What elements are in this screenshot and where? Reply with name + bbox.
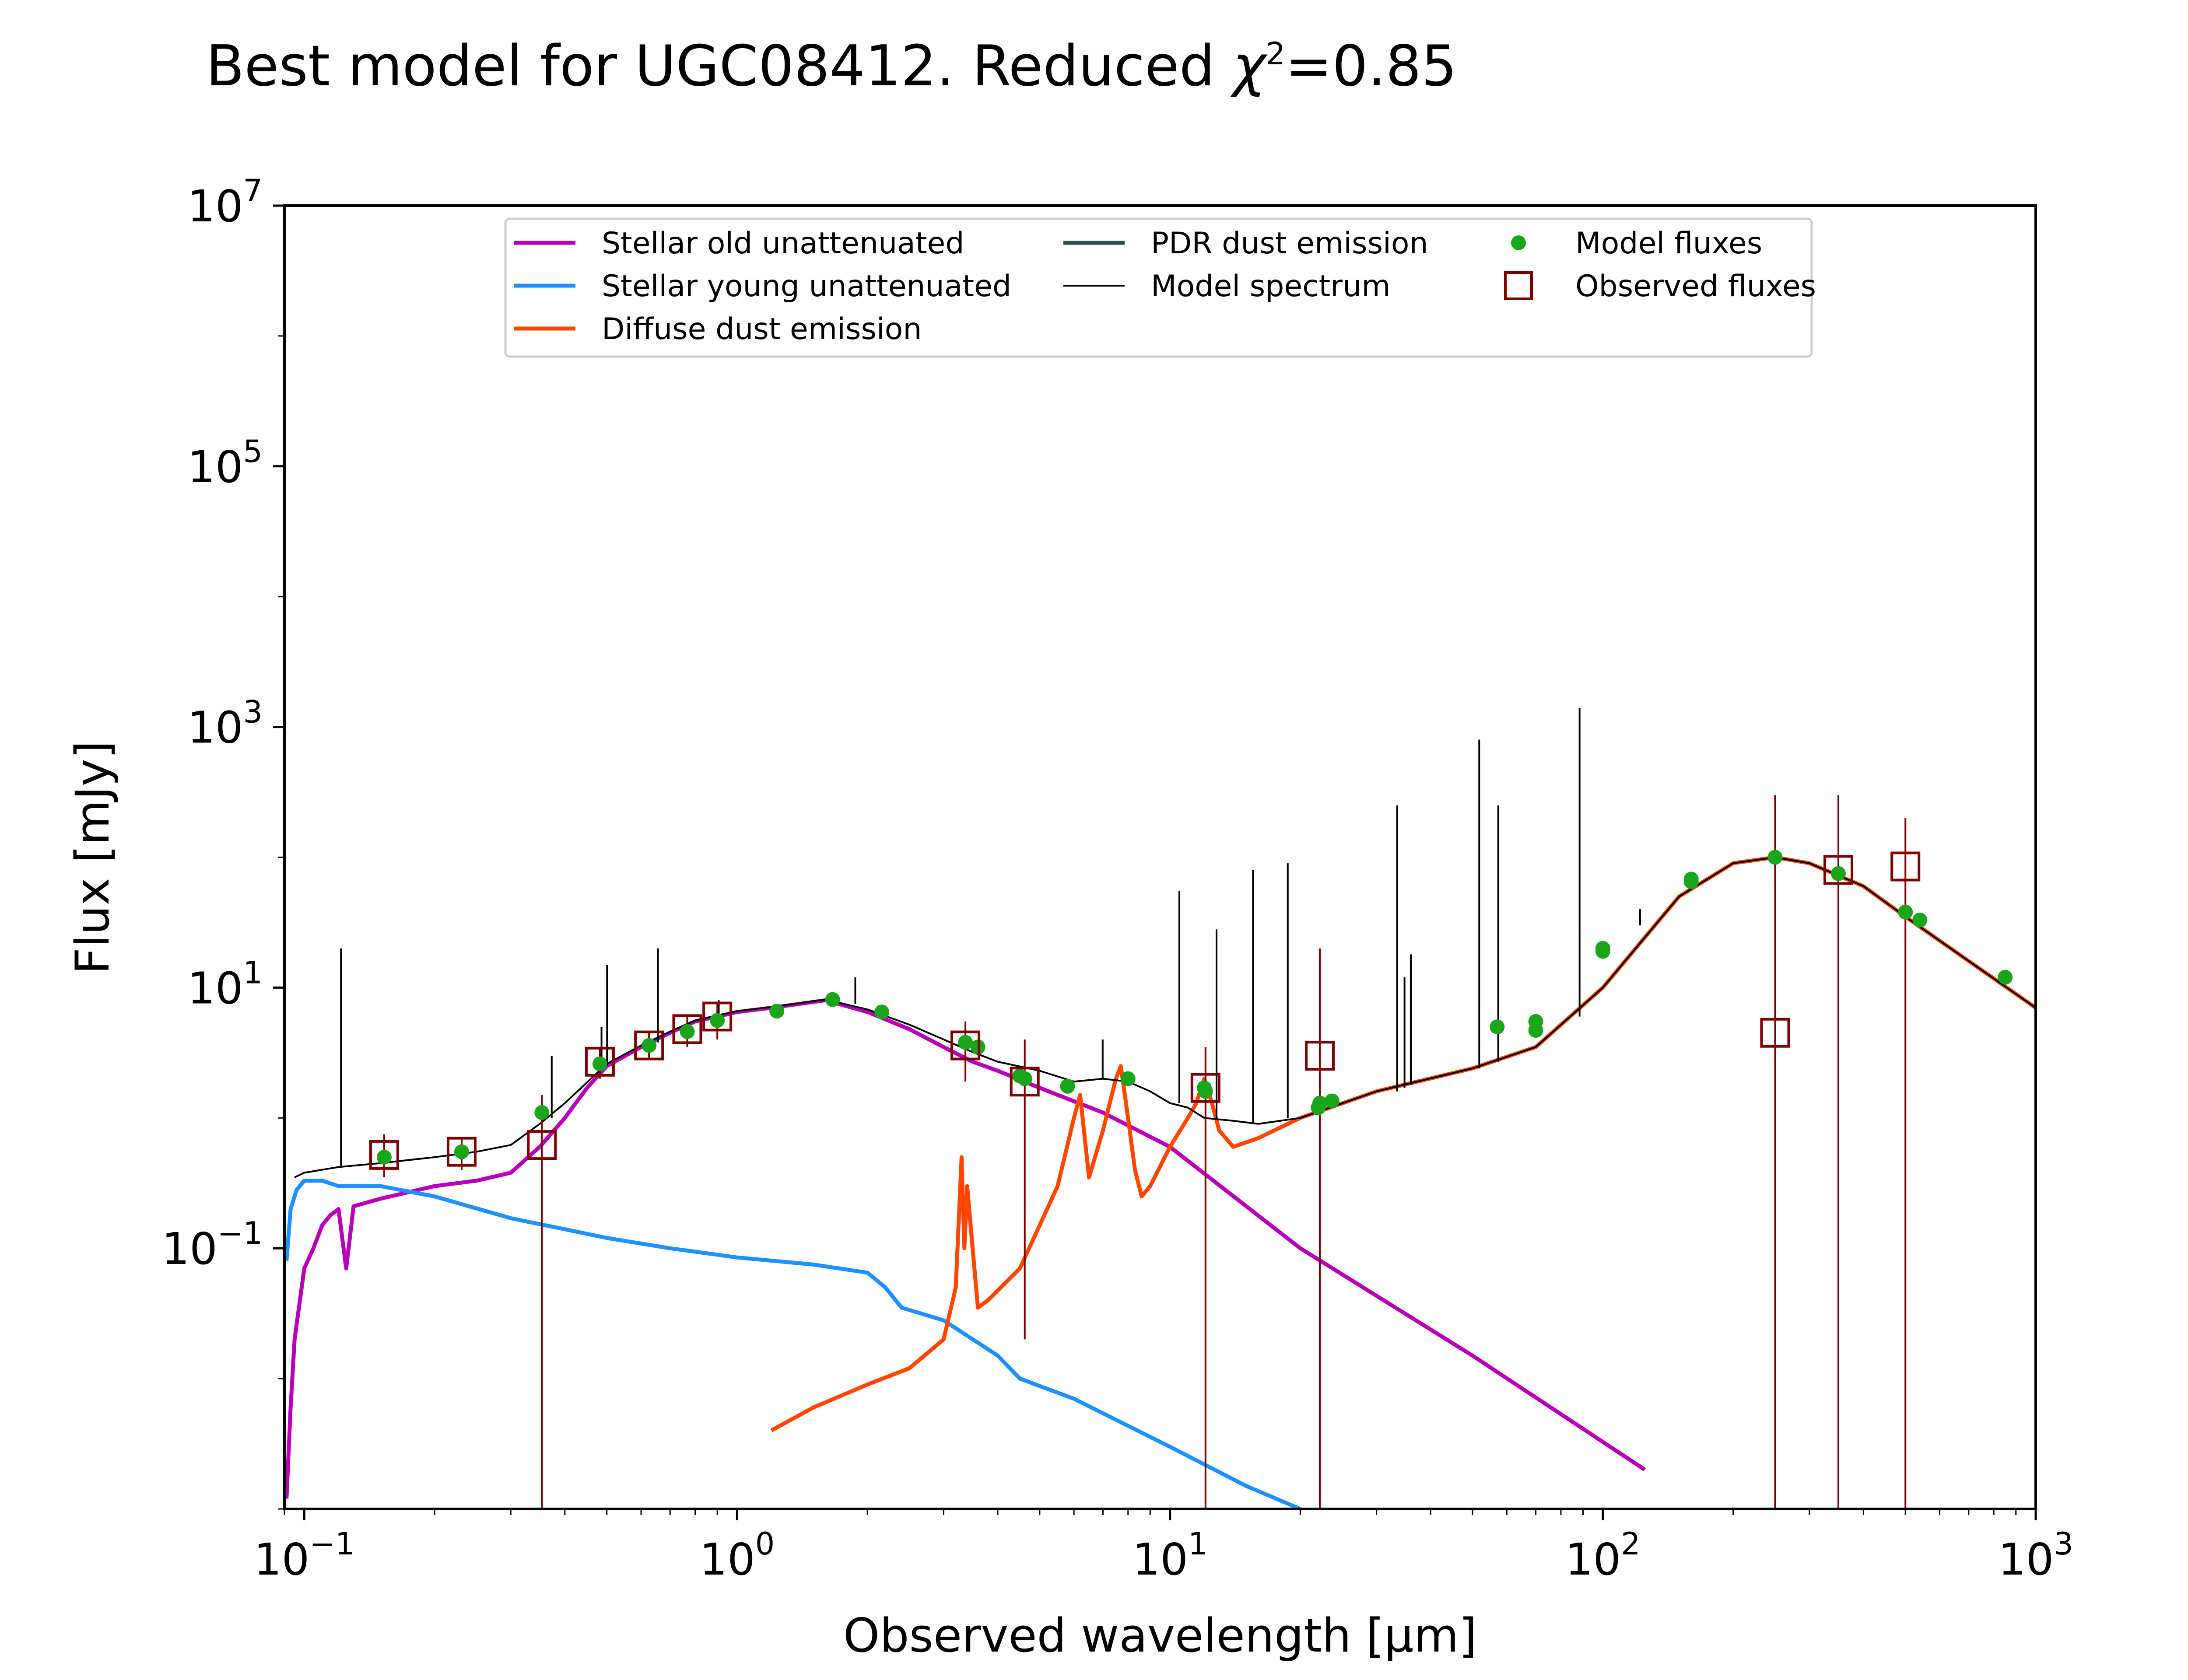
chart-title-chi: χ [1230, 34, 1268, 99]
model-flux-point [1312, 1096, 1328, 1111]
model-flux-point [1898, 904, 1913, 920]
y-tick-label: 101 [187, 955, 263, 1014]
legend: Stellar old unattenuated Stellar young un… [504, 217, 1816, 358]
chart-title: Best model for UGC08412. Reduced χ2=0.85 [206, 34, 1457, 99]
chart-title-sup: 2 [1266, 36, 1286, 72]
legend-label-model-spectrum: Model spectrum [1151, 269, 1391, 304]
model-flux-point [376, 1149, 392, 1165]
model-flux-point [1490, 1019, 1505, 1035]
observed-flux-point [369, 1140, 399, 1170]
observed-flux-point [1890, 851, 1921, 882]
model-flux-point [680, 1024, 695, 1039]
model-flux-point [1120, 1071, 1136, 1086]
model-flux-point [1017, 1071, 1032, 1086]
y-tick-label: 103 [187, 694, 263, 753]
model-flux-point [454, 1144, 469, 1159]
y-axis-label: Flux [mJy] [66, 741, 119, 974]
model-flux-point [642, 1038, 657, 1053]
observed-flux-point [1823, 855, 1853, 885]
model-flux-point [1595, 941, 1610, 956]
observed-flux-point [1760, 1018, 1790, 1048]
x-tick-label: 10−1 [254, 1526, 354, 1585]
model-flux-point [1998, 970, 2013, 985]
model-flux-point [958, 1035, 973, 1050]
legend-label-model-fluxes: Model fluxes [1575, 226, 1762, 261]
y-tick-label: 10−1 [162, 1215, 263, 1274]
chart-title-main: Best model for UGC08412. Reduced [206, 34, 1233, 99]
series-stellar-young-unattenuated [284, 1179, 1301, 1509]
legend-box [504, 217, 1813, 358]
x-tick-label: 100 [700, 1526, 775, 1585]
y-tick-label: 107 [187, 173, 263, 232]
x-tick-label: 103 [1998, 1526, 2073, 1585]
series-stellar-old-unattenuated [284, 998, 1646, 1499]
legend-label-pdr-dust-emission: PDR dust emission [1151, 226, 1428, 261]
chart-title-value: =0.85 [1285, 34, 1457, 99]
model-flux-point [1528, 1023, 1543, 1038]
observed-flux-point [950, 1030, 981, 1060]
observed-flux-point [1190, 1073, 1220, 1103]
observed-flux-point [702, 1001, 733, 1032]
legend-label-stellar-old-unattenuated: Stellar old unattenuated [602, 226, 964, 261]
model-flux-point [769, 1004, 785, 1019]
legend-label-observed-fluxes: Observed fluxes [1575, 269, 1816, 304]
legend-label-stellar-young-unattenuated: Stellar young unattenuated [602, 269, 1011, 304]
observed-flux-point [672, 1014, 702, 1044]
marker-layer [369, 795, 2013, 1509]
model-flux-point [1324, 1093, 1339, 1109]
model-flux-point [534, 1105, 550, 1120]
legend-label-diffuse-dust-emission: Diffuse dust emission [602, 312, 922, 346]
model-flux-point [1767, 850, 1783, 865]
observed-flux-point [446, 1137, 477, 1167]
observed-flux-point [634, 1030, 664, 1060]
model-flux-point [1060, 1078, 1075, 1094]
legend-marker-observed-fluxes [1504, 271, 1533, 300]
series-model-spectrum [294, 856, 2036, 1178]
model-flux-point [1198, 1084, 1213, 1099]
observed-flux-point [1010, 1067, 1040, 1097]
model-flux-point [592, 1056, 607, 1071]
model-flux-point [825, 992, 840, 1007]
observed-flux-point [1305, 1041, 1335, 1071]
model-flux-point [710, 1013, 725, 1028]
model-flux-point [1912, 912, 1928, 928]
model-flux-point [874, 1004, 890, 1020]
observed-flux-point [585, 1046, 615, 1077]
axes: 10−1 100 101 102 103 10−1 101 103 105 107 [162, 173, 2073, 1585]
x-tick-label: 102 [1565, 1526, 1641, 1585]
legend-marker-model-fluxes [1511, 235, 1526, 250]
plot-area [284, 708, 2036, 1509]
x-axis-label: Observed wavelength [μm] [843, 1609, 1477, 1662]
model-flux-point [1830, 866, 1846, 881]
observed-flux-point [527, 1130, 557, 1160]
x-tick-label: 101 [1133, 1526, 1208, 1585]
model-flux-point [1683, 872, 1699, 887]
y-tick-label: 105 [187, 434, 263, 493]
